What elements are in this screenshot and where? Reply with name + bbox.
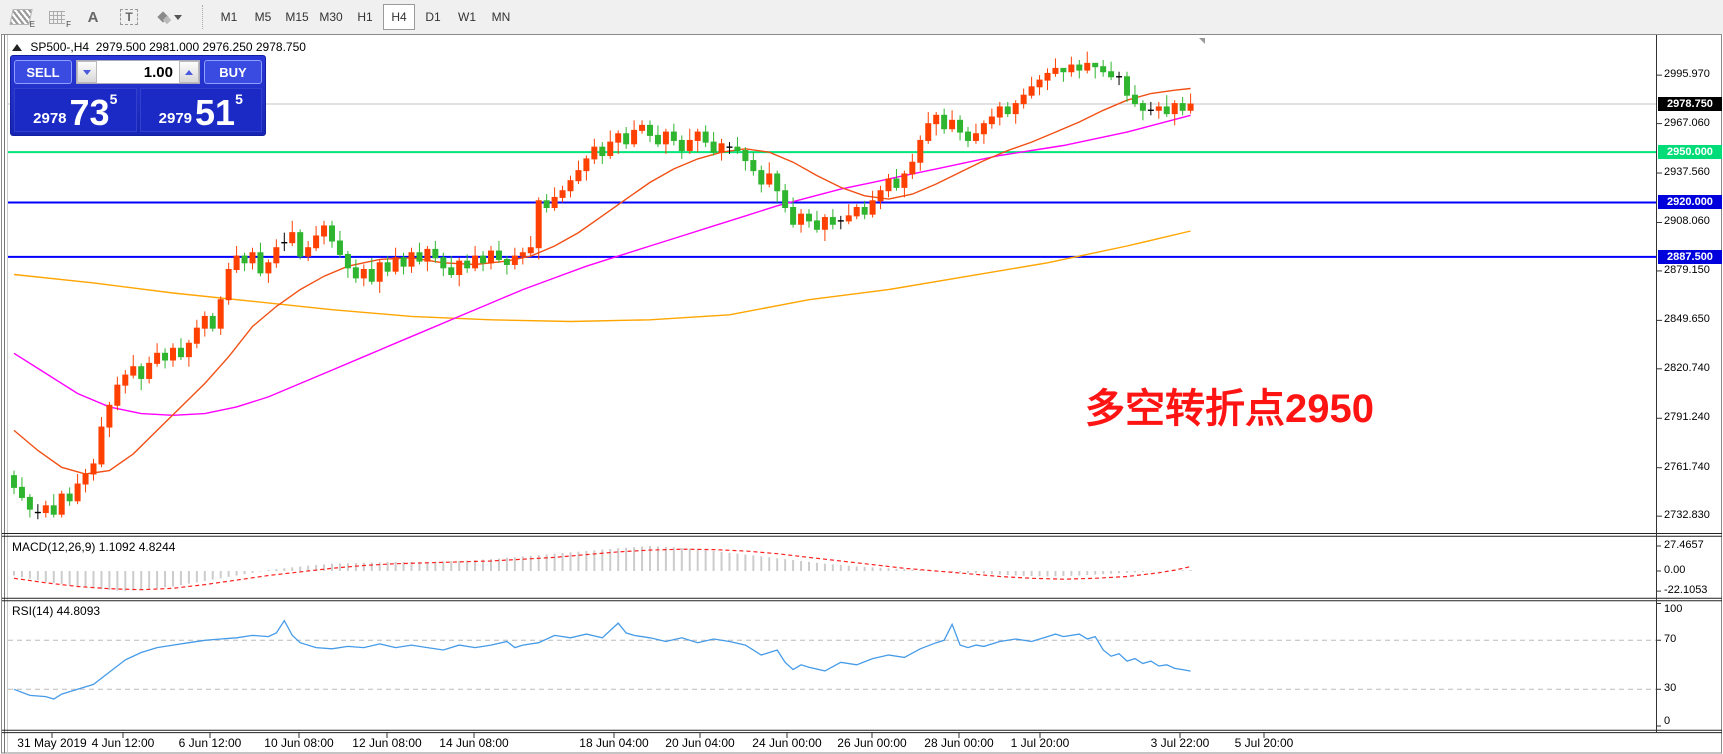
- grid-icon[interactable]: F: [42, 5, 72, 29]
- volume-decrease-button[interactable]: [77, 61, 97, 83]
- timeframe-bar: M1 M5 M15 M30 H1 H4 D1 W1 MN: [212, 4, 518, 30]
- toolbar-separator: [202, 5, 204, 29]
- chart-window[interactable]: [0, 34, 1723, 754]
- bid-price-big: 73: [69, 92, 110, 133]
- rsi-pane[interactable]: [8, 639, 1656, 690]
- caret-down-icon: [83, 69, 91, 75]
- macd-signal-line: [13, 548, 1191, 591]
- volume-increase-button[interactable]: [179, 61, 199, 83]
- bid-price-box[interactable]: 2978 73 5: [14, 88, 137, 132]
- text-box-icon[interactable]: T: [114, 5, 144, 29]
- hatch-pattern-icon-sub: E: [29, 20, 35, 29]
- hatch-pattern-icon[interactable]: E: [6, 5, 36, 29]
- macd-pane[interactable]: [13, 546, 1192, 592]
- timeframe-button-M30[interactable]: M30: [319, 10, 343, 24]
- timeframe-button-H4[interactable]: H4: [383, 4, 415, 30]
- ask-price-big: 51: [195, 92, 236, 133]
- ma-fast-line: [13, 87, 1191, 475]
- bid-price-small: 2978: [33, 110, 67, 127]
- ask-price-box[interactable]: 2979 51 5: [139, 88, 262, 133]
- timeframe-button-M1[interactable]: M1: [220, 10, 238, 24]
- text-annotation-icon[interactable]: A: [87, 8, 99, 26]
- buy-button[interactable]: BUY: [204, 60, 262, 84]
- chart-window-frame: [1, 34, 1722, 754]
- ma-slow-line: [13, 230, 1191, 323]
- timeframe-button-M5[interactable]: M5: [254, 10, 272, 24]
- timeframe-button-W1[interactable]: W1: [458, 10, 476, 24]
- chevron-down-icon: [173, 14, 182, 20]
- timeframe-button-MN[interactable]: MN: [491, 10, 511, 24]
- sell-button[interactable]: SELL: [14, 60, 72, 84]
- caret-up-icon: [185, 69, 193, 75]
- timeframe-button-D1[interactable]: D1: [425, 10, 441, 24]
- horizontal-level-lines: [8, 103, 1656, 258]
- volume-spinner: 1.00: [76, 60, 200, 84]
- color-picker-icon[interactable]: [150, 5, 190, 29]
- ask-price-sup: 5: [235, 91, 243, 107]
- grid-icon-sub: F: [66, 20, 71, 29]
- volume-input[interactable]: 1.00: [143, 63, 173, 81]
- timeframe-button-M15[interactable]: M15: [285, 10, 309, 24]
- timeframe-button-H1[interactable]: H1: [357, 10, 373, 24]
- one-click-trading-panel: SELL 1.00 BUY 2978 73 5 2979 51 5: [10, 55, 266, 136]
- rsi-line: [13, 619, 1191, 700]
- ask-price-small: 2979: [158, 110, 193, 127]
- bid-price-sup: 5: [109, 91, 118, 107]
- top-toolbar: E F A T M1 M5 M15 M30 H1 H4 D1 W1 MN: [0, 0, 1723, 35]
- candles: [11, 51, 1194, 520]
